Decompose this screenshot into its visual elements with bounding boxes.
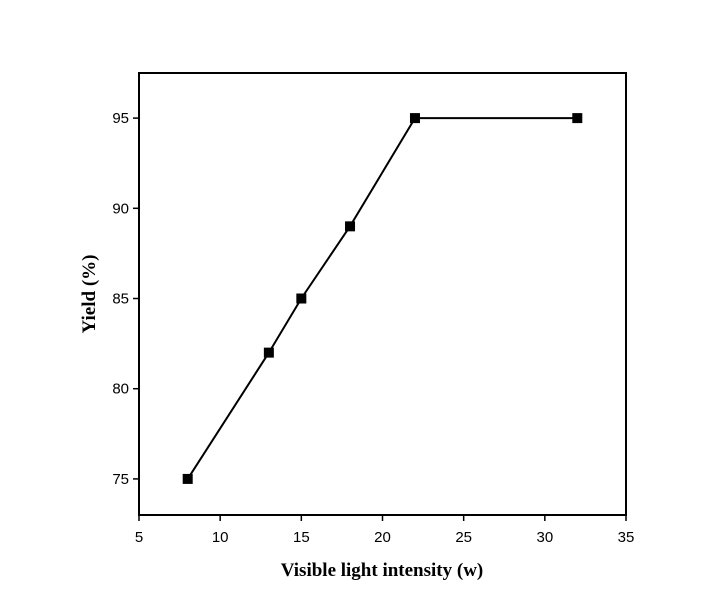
y-tick-label: 95 — [112, 110, 129, 127]
x-tick-label: 5 — [135, 529, 143, 546]
series-line — [186, 117, 578, 480]
plot-frame — [138, 72, 627, 516]
y-tick-label: 75 — [112, 471, 129, 488]
x-tick-label: 15 — [293, 529, 310, 546]
y-tick-label: 80 — [112, 381, 129, 398]
x-tick-label: 30 — [536, 529, 553, 546]
data-point-marker — [296, 293, 307, 304]
x-axis-title: Visible light intensity (w) — [281, 560, 484, 581]
data-point-marker — [345, 221, 356, 232]
data-point-marker — [409, 113, 420, 124]
y-axis-ticks: 75 80 85 90 95 — [112, 110, 139, 488]
x-tick-label: 35 — [618, 529, 635, 546]
y-axis-title: Yield (%) — [79, 255, 100, 334]
x-tick-label: 25 — [455, 529, 472, 546]
data-point-marker — [572, 113, 583, 124]
x-tick-label: 20 — [374, 529, 391, 546]
y-tick-label: 85 — [112, 291, 129, 308]
y-tick-label: 90 — [112, 200, 129, 217]
series-markers — [182, 113, 583, 484]
x-axis-ticks: 5 10 15 20 25 30 35 — [135, 515, 635, 546]
x-tick-label: 10 — [212, 529, 229, 546]
data-point-marker — [263, 347, 274, 358]
data-point-marker — [182, 473, 193, 484]
